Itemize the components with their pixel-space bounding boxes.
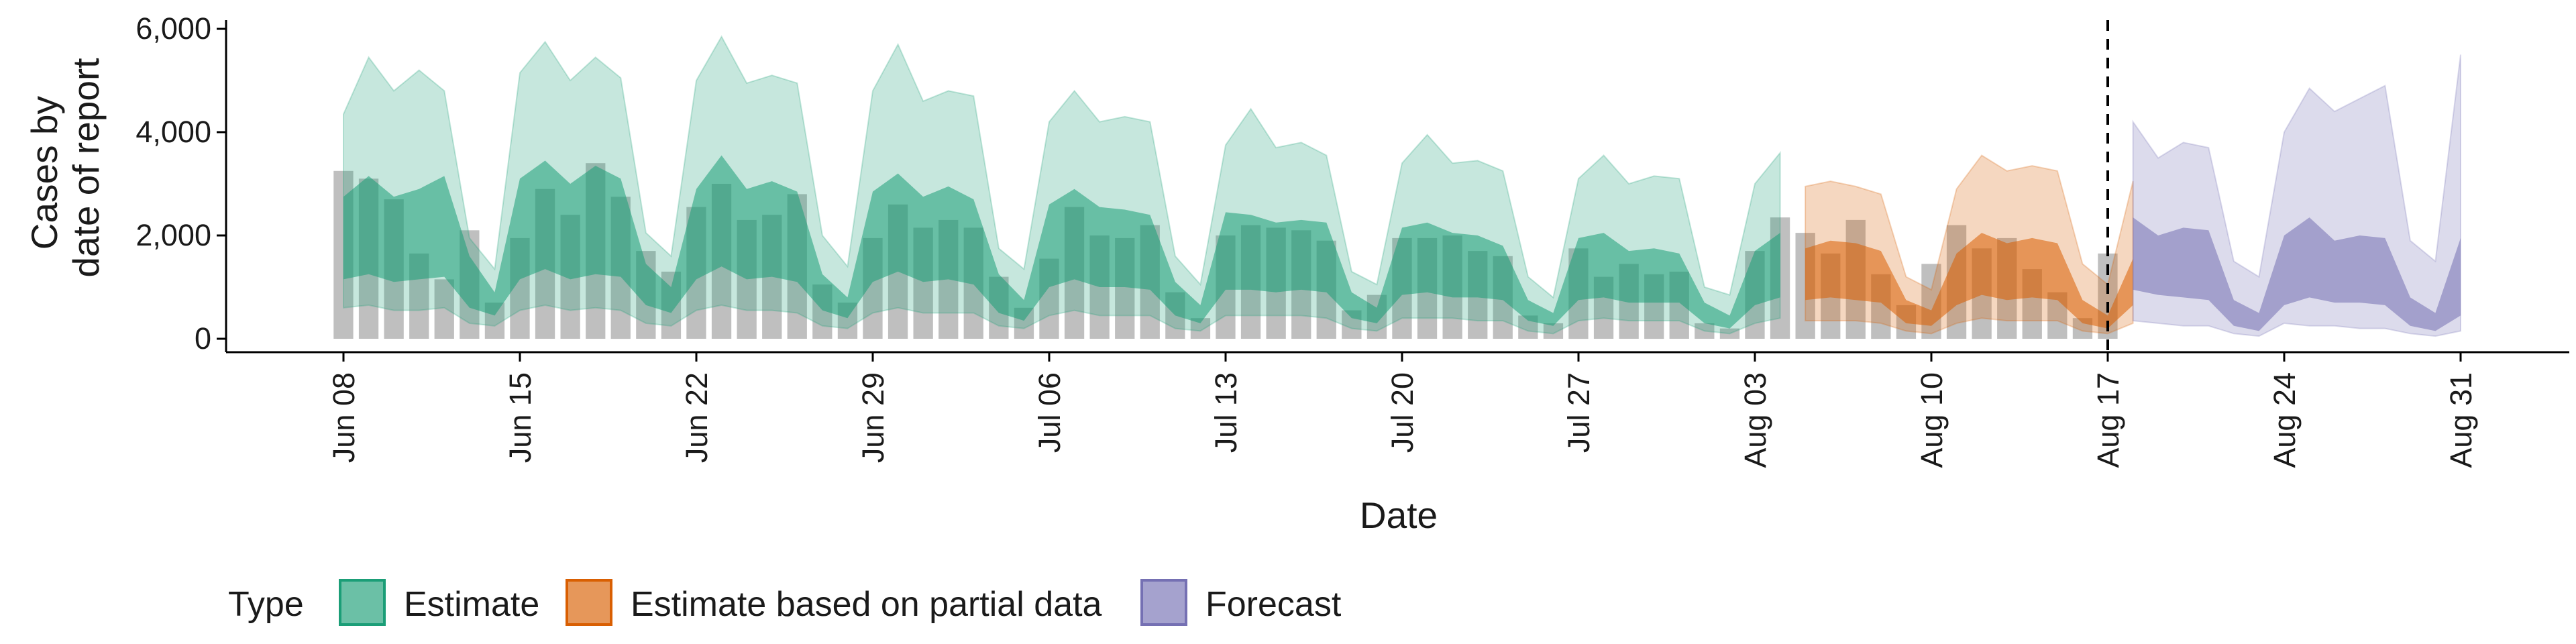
x-tick-label: Jun 08 xyxy=(327,372,361,463)
estimate-50pct-band xyxy=(343,155,1780,329)
x-tick-label: Jul 13 xyxy=(1209,372,1243,453)
x-tick-label: Jul 06 xyxy=(1032,372,1067,453)
y-axis-title: Cases by date of report xyxy=(23,58,107,277)
x-tick-label: Aug 31 xyxy=(2444,372,2478,468)
forecast-50pct-band xyxy=(2133,217,2461,331)
ribbons-layer xyxy=(343,35,2461,337)
reported-cases-bar xyxy=(1695,323,1715,339)
legend-label-forecast: Forecast xyxy=(1205,585,1342,624)
x-tick-label: Jun 29 xyxy=(856,372,890,463)
y-tick-label: 2,000 xyxy=(136,218,211,252)
estimate-based-on-partial-data-50pct-band xyxy=(1805,233,2133,329)
reported-cases-bar xyxy=(434,279,454,339)
reported-cases-bar xyxy=(1543,323,1564,339)
legend-swatch-forecast xyxy=(1140,579,1187,626)
legend-label-estimate: Estimate xyxy=(404,585,539,624)
x-tick-label: Aug 03 xyxy=(1738,372,1772,468)
y-axis-title-line-2: date of report xyxy=(65,58,107,277)
x-tick-label: Aug 24 xyxy=(2267,372,2302,468)
reported-cases-bar xyxy=(1719,328,1740,339)
legend: Type Estimate Estimate based on partial … xyxy=(228,579,1342,626)
y-tick-label: 6,000 xyxy=(136,11,211,46)
x-tick-label: Jul 27 xyxy=(1562,372,1596,453)
x-tick-label: Jun 22 xyxy=(680,372,714,463)
x-tick-label: Jul 20 xyxy=(1385,372,1419,453)
legend-swatch-partial xyxy=(566,579,612,626)
x-tick-label: Jun 15 xyxy=(503,372,537,463)
legend-title: Type xyxy=(228,585,304,624)
x-axis-title: Date xyxy=(1360,494,1438,536)
x-axis: Jun 08 Jun 15 Jun 22 Jun 29 Jul 06 Jul 13 Jul … xyxy=(226,351,2569,468)
x-tick-label: Aug 17 xyxy=(2091,372,2125,468)
legend-swatch-estimate xyxy=(339,579,386,626)
y-tick-label: 4,000 xyxy=(136,115,211,149)
y-axis-title-line-1: Cases by xyxy=(23,96,65,250)
y-axis: 0 2,000 4,000 6,000 xyxy=(136,11,227,356)
x-tick-label: Aug 10 xyxy=(1915,372,1949,468)
y-tick-label: 0 xyxy=(195,321,211,356)
legend-label-partial: Estimate based on partial data xyxy=(631,585,1102,624)
